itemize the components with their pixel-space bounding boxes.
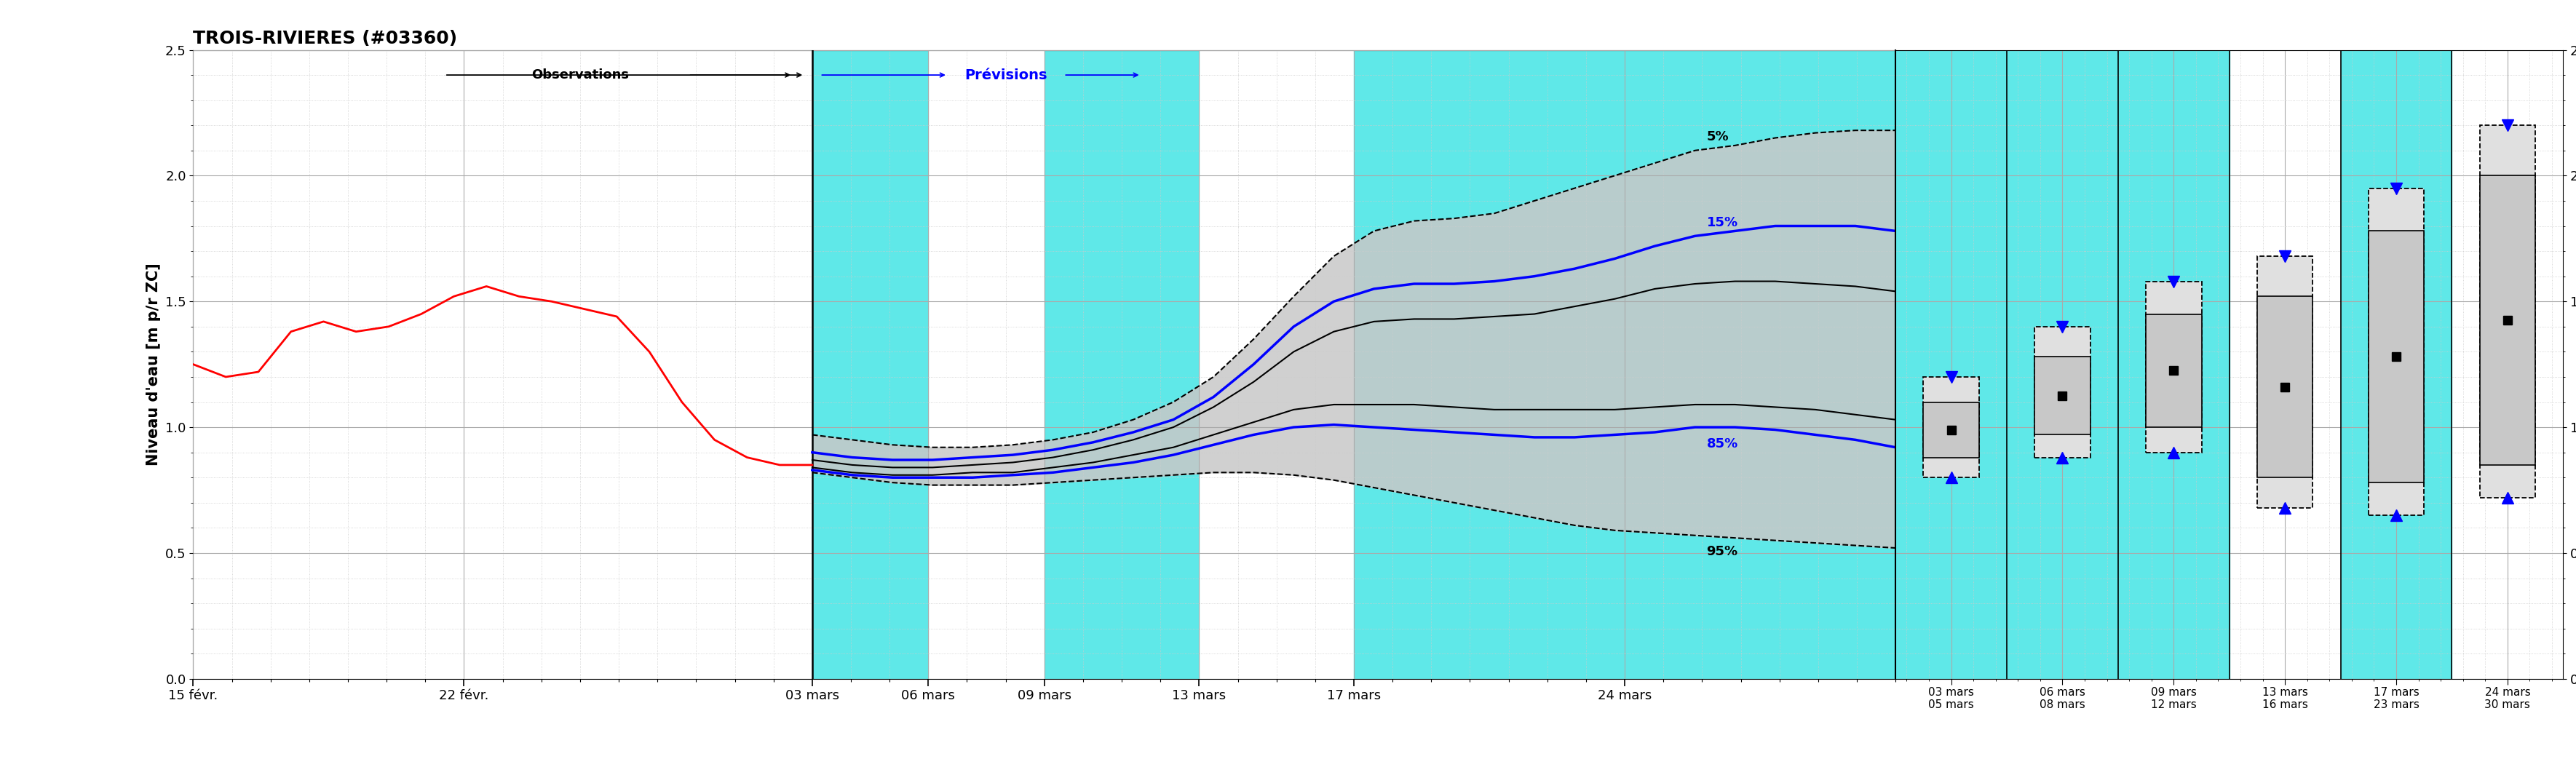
- Text: Observations: Observations: [531, 68, 629, 81]
- Bar: [1355, 50, 1896, 679]
- Bar: [2342, 50, 2452, 679]
- Text: 95%: 95%: [1705, 545, 1739, 558]
- Bar: [811, 50, 927, 679]
- Bar: [2257, 256, 2313, 508]
- Bar: [2367, 188, 2424, 515]
- Bar: [2481, 125, 2535, 498]
- Text: 5%: 5%: [1705, 130, 1728, 143]
- Bar: [2007, 50, 2117, 679]
- Bar: [2146, 314, 2202, 427]
- Bar: [2035, 327, 2089, 457]
- Text: TROIS-RIVIERES (#03360): TROIS-RIVIERES (#03360): [193, 30, 459, 48]
- Text: Prévisions: Prévisions: [963, 68, 1046, 82]
- Bar: [2146, 281, 2202, 453]
- Bar: [2117, 50, 2228, 679]
- Bar: [2367, 231, 2424, 482]
- Bar: [2481, 176, 2535, 465]
- Text: 15%: 15%: [1705, 216, 1739, 229]
- Bar: [2257, 296, 2313, 478]
- Bar: [1043, 50, 1198, 679]
- Text: 85%: 85%: [1705, 437, 1739, 450]
- Y-axis label: Niveau d'eau [m p/r ZC]: Niveau d'eau [m p/r ZC]: [147, 263, 162, 466]
- Bar: [2035, 357, 2089, 435]
- Bar: [1924, 377, 1978, 478]
- Bar: [1924, 402, 1978, 457]
- Bar: [1896, 50, 2007, 679]
